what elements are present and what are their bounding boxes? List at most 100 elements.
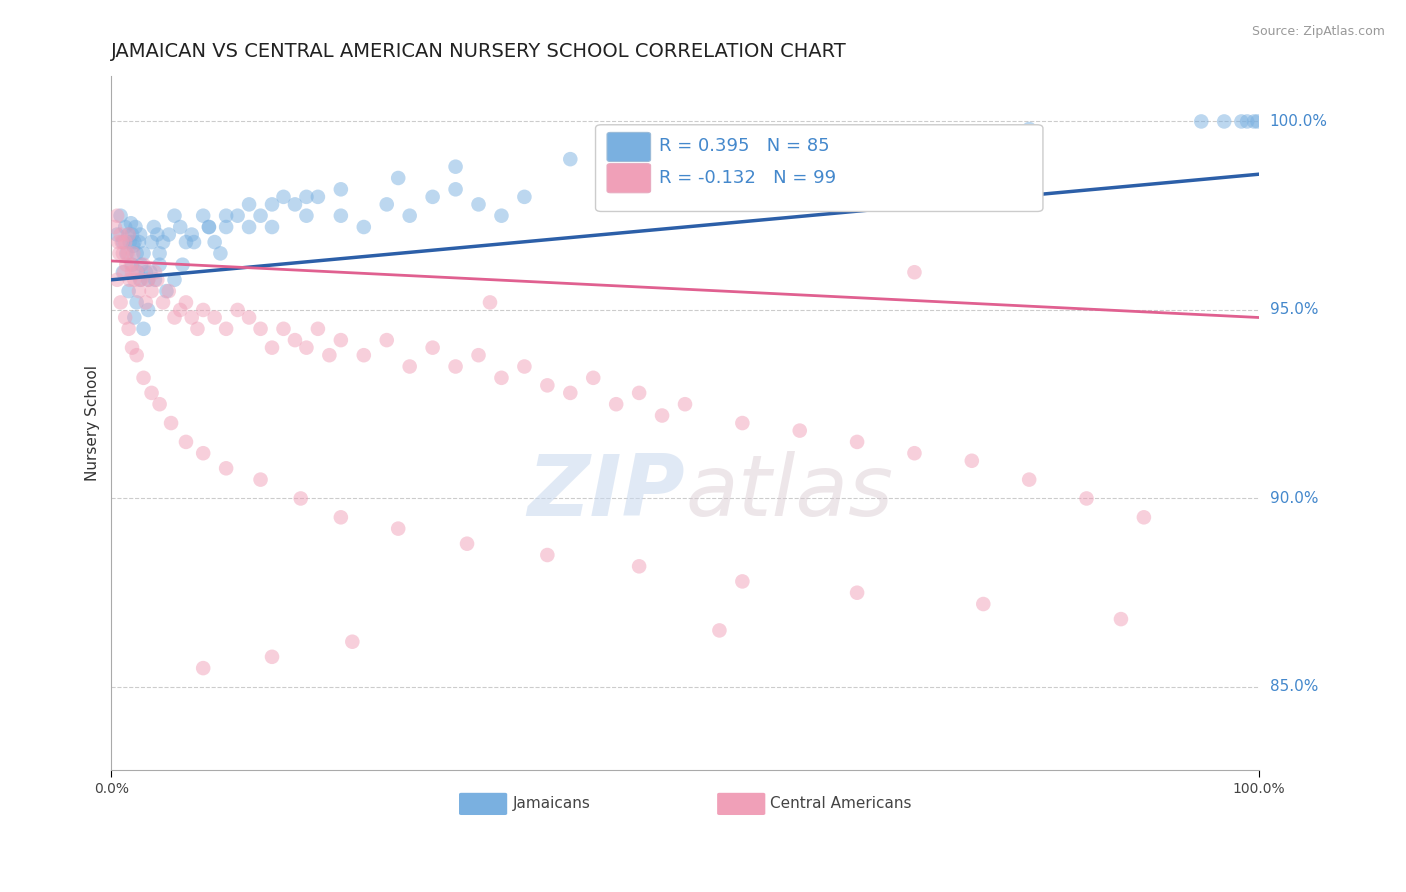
Point bbox=[136, 273, 159, 287]
Point bbox=[115, 258, 138, 272]
Point bbox=[193, 302, 215, 317]
Text: 85.0%: 85.0% bbox=[1270, 680, 1317, 695]
Point bbox=[628, 385, 651, 400]
Point bbox=[132, 371, 155, 385]
Point bbox=[136, 302, 159, 317]
Point bbox=[1109, 612, 1132, 626]
Point bbox=[124, 273, 146, 287]
Point bbox=[1018, 473, 1040, 487]
Point bbox=[121, 341, 143, 355]
Point bbox=[513, 190, 536, 204]
Point bbox=[731, 416, 754, 430]
Point bbox=[491, 209, 513, 223]
Point bbox=[422, 190, 444, 204]
Point bbox=[107, 235, 129, 249]
Point bbox=[846, 133, 869, 147]
Point bbox=[105, 227, 128, 242]
Point bbox=[124, 219, 146, 234]
Text: 100.0%: 100.0% bbox=[1270, 114, 1327, 129]
Point bbox=[111, 235, 134, 249]
Point bbox=[118, 273, 141, 287]
Point bbox=[129, 227, 152, 242]
Point bbox=[1189, 114, 1212, 128]
Point bbox=[110, 295, 132, 310]
Point bbox=[163, 273, 186, 287]
Point bbox=[226, 209, 249, 223]
Point bbox=[972, 597, 994, 611]
Point bbox=[204, 235, 226, 249]
FancyBboxPatch shape bbox=[596, 125, 1043, 211]
Point bbox=[152, 235, 174, 249]
Point bbox=[260, 649, 283, 664]
Point bbox=[249, 209, 271, 223]
Text: atlas: atlas bbox=[685, 451, 893, 534]
Point bbox=[117, 322, 139, 336]
Point bbox=[122, 239, 145, 253]
Point bbox=[117, 284, 139, 298]
Point bbox=[307, 322, 329, 336]
Point bbox=[132, 246, 155, 260]
Point bbox=[731, 574, 754, 589]
Point bbox=[141, 284, 163, 298]
Point bbox=[491, 371, 513, 385]
Point bbox=[284, 333, 307, 347]
Point bbox=[226, 302, 249, 317]
Point bbox=[157, 284, 180, 298]
Point bbox=[163, 310, 186, 325]
Point bbox=[183, 235, 205, 249]
Point bbox=[307, 190, 329, 204]
Point bbox=[142, 219, 165, 234]
Point bbox=[172, 258, 194, 272]
Point bbox=[582, 371, 605, 385]
Point bbox=[353, 348, 375, 362]
Point bbox=[673, 397, 696, 411]
Point bbox=[149, 246, 172, 260]
Point bbox=[110, 209, 132, 223]
Text: 90.0%: 90.0% bbox=[1270, 491, 1319, 506]
Point bbox=[105, 273, 128, 287]
Point bbox=[318, 348, 340, 362]
Point bbox=[141, 235, 163, 249]
Text: R = -0.132   N = 99: R = -0.132 N = 99 bbox=[658, 169, 835, 187]
Point bbox=[204, 310, 226, 325]
Point bbox=[513, 359, 536, 374]
Point bbox=[467, 348, 489, 362]
Text: Source: ZipAtlas.com: Source: ZipAtlas.com bbox=[1251, 25, 1385, 38]
Point bbox=[146, 227, 169, 242]
Point bbox=[422, 341, 444, 355]
FancyBboxPatch shape bbox=[607, 132, 651, 161]
Point bbox=[329, 182, 352, 196]
Point bbox=[129, 273, 152, 287]
Point bbox=[329, 333, 352, 347]
Point bbox=[1236, 114, 1258, 128]
Point bbox=[478, 295, 501, 310]
Text: Central Americans: Central Americans bbox=[770, 797, 911, 812]
Point bbox=[249, 473, 271, 487]
Point bbox=[125, 265, 148, 279]
Point bbox=[114, 219, 136, 234]
Point bbox=[124, 235, 146, 249]
Point bbox=[193, 446, 215, 460]
Point bbox=[1243, 114, 1265, 128]
Point bbox=[249, 322, 271, 336]
Point bbox=[628, 559, 651, 574]
Point bbox=[1133, 510, 1156, 524]
Text: 95.0%: 95.0% bbox=[1270, 302, 1319, 318]
Point bbox=[215, 209, 238, 223]
Point bbox=[375, 333, 398, 347]
Point bbox=[132, 322, 155, 336]
Point bbox=[115, 246, 138, 260]
Point bbox=[198, 219, 221, 234]
Point bbox=[174, 434, 197, 449]
Point bbox=[129, 258, 152, 272]
FancyBboxPatch shape bbox=[607, 163, 651, 193]
Point bbox=[135, 295, 157, 310]
Point bbox=[169, 302, 191, 317]
Point bbox=[273, 322, 295, 336]
Point bbox=[114, 235, 136, 249]
Point bbox=[329, 510, 352, 524]
Point bbox=[1230, 114, 1253, 128]
Point bbox=[110, 227, 132, 242]
FancyBboxPatch shape bbox=[458, 793, 508, 815]
Point bbox=[295, 190, 318, 204]
